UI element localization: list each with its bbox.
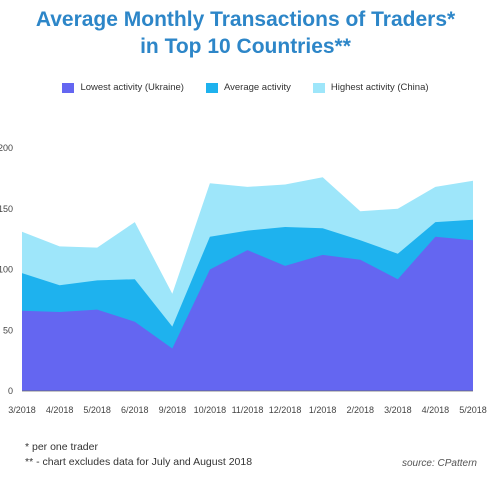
y-tick-label: 100: [0, 265, 13, 275]
x-tick-label: 3/2018: [8, 405, 36, 415]
x-tick-label: 4/2018: [46, 405, 74, 415]
x-tick-label: 4/2018: [422, 405, 450, 415]
y-tick-label: 150: [0, 204, 13, 214]
x-tick-label: 3/2018: [384, 405, 412, 415]
legend-item-lowest: Lowest activity (Ukraine): [62, 82, 184, 93]
x-tick-label: 5/2018: [83, 405, 111, 415]
chart-title: Average Monthly Transactions of Traders*…: [0, 6, 491, 60]
legend-swatch-highest: [312, 82, 325, 93]
legend-label-average: Average activity: [223, 82, 291, 93]
y-tick-label: 50: [3, 325, 13, 335]
area-series-lowest: [22, 236, 473, 391]
legend-label-highest: Highest activity (China): [330, 82, 429, 93]
chart-title-line1: Average Monthly Transactions of Traders*: [35, 8, 456, 31]
legend-swatch-average: [205, 82, 218, 93]
footnote-excluded-months: ** - chart excludes data for July and Au…: [25, 456, 253, 468]
x-tick-label: 1/2018: [309, 405, 337, 415]
legend-item-average: Average activity: [205, 82, 291, 93]
x-tick-label: 2/2018: [346, 405, 374, 415]
legend-item-highest: Highest activity (China): [312, 82, 429, 93]
x-tick-label: 12/2018: [269, 405, 302, 415]
legend-swatch-lowest: [62, 82, 75, 93]
x-tick-label: 6/2018: [121, 405, 149, 415]
y-tick-label: 200: [0, 143, 13, 153]
chart-legend: Lowest activity (Ukraine) Average activi…: [0, 82, 491, 93]
x-tick-label: 11/2018: [232, 405, 264, 415]
x-tick-label: 10/2018: [194, 405, 227, 415]
legend-label-lowest: Lowest activity (Ukraine): [80, 82, 184, 93]
chart-title-line2: in Top 10 Countries**: [140, 35, 351, 58]
x-tick-label: 5/2018: [459, 405, 487, 415]
footnote-per-trader: * per one trader: [25, 441, 98, 453]
x-tick-label: 9/2018: [159, 405, 187, 415]
source-credit: source: CPattern: [401, 458, 477, 469]
y-tick-label: 0: [8, 386, 13, 396]
